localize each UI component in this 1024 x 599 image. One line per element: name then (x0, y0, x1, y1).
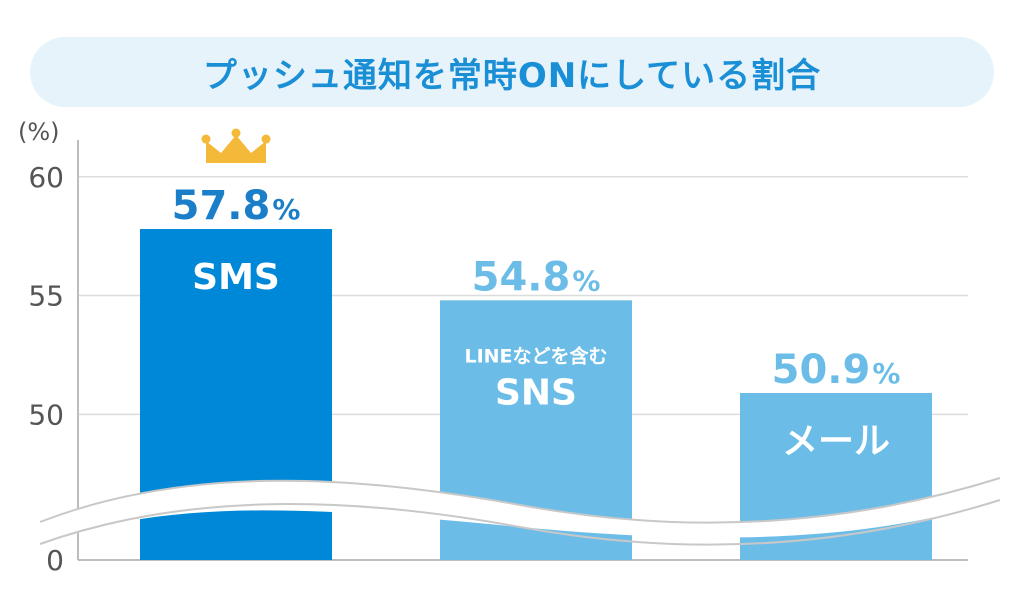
crown-icon (206, 135, 266, 164)
value-label: 50.9% (772, 347, 901, 393)
axis-break-band (40, 478, 1000, 544)
bar-label-main: SMS (192, 257, 280, 298)
axis-break-line-top (39, 477, 1001, 524)
axis-break-wave (39, 477, 1001, 546)
y-tick-label: 60 (28, 161, 64, 194)
chart-title: プッシュ通知を常時ONにしている割合 (202, 55, 822, 96)
crown-jewel (261, 134, 271, 144)
y-tick-label: 0 (46, 544, 64, 577)
bar-label-sub: LINEなどを含む (464, 344, 607, 367)
y-unit-label: (%) (18, 118, 60, 146)
crown-jewel (231, 128, 241, 138)
crown-jewel (201, 134, 211, 144)
y-tick-label: 50 (28, 398, 64, 431)
axis-break-line-bottom (39, 499, 1001, 546)
bar-label-main: メール (782, 421, 890, 462)
value-label: 54.8% (472, 254, 601, 300)
bar-label-main: SNS (495, 372, 577, 413)
chart-title-banner: プッシュ通知を常時ONにしている割合 (30, 37, 994, 107)
value-labels: SMS 57.8% LINEなどを含む SNS 54.8% メール 50.9% (172, 128, 901, 462)
value-label: 57.8% (172, 183, 301, 229)
y-tick-label: 55 (28, 280, 64, 313)
